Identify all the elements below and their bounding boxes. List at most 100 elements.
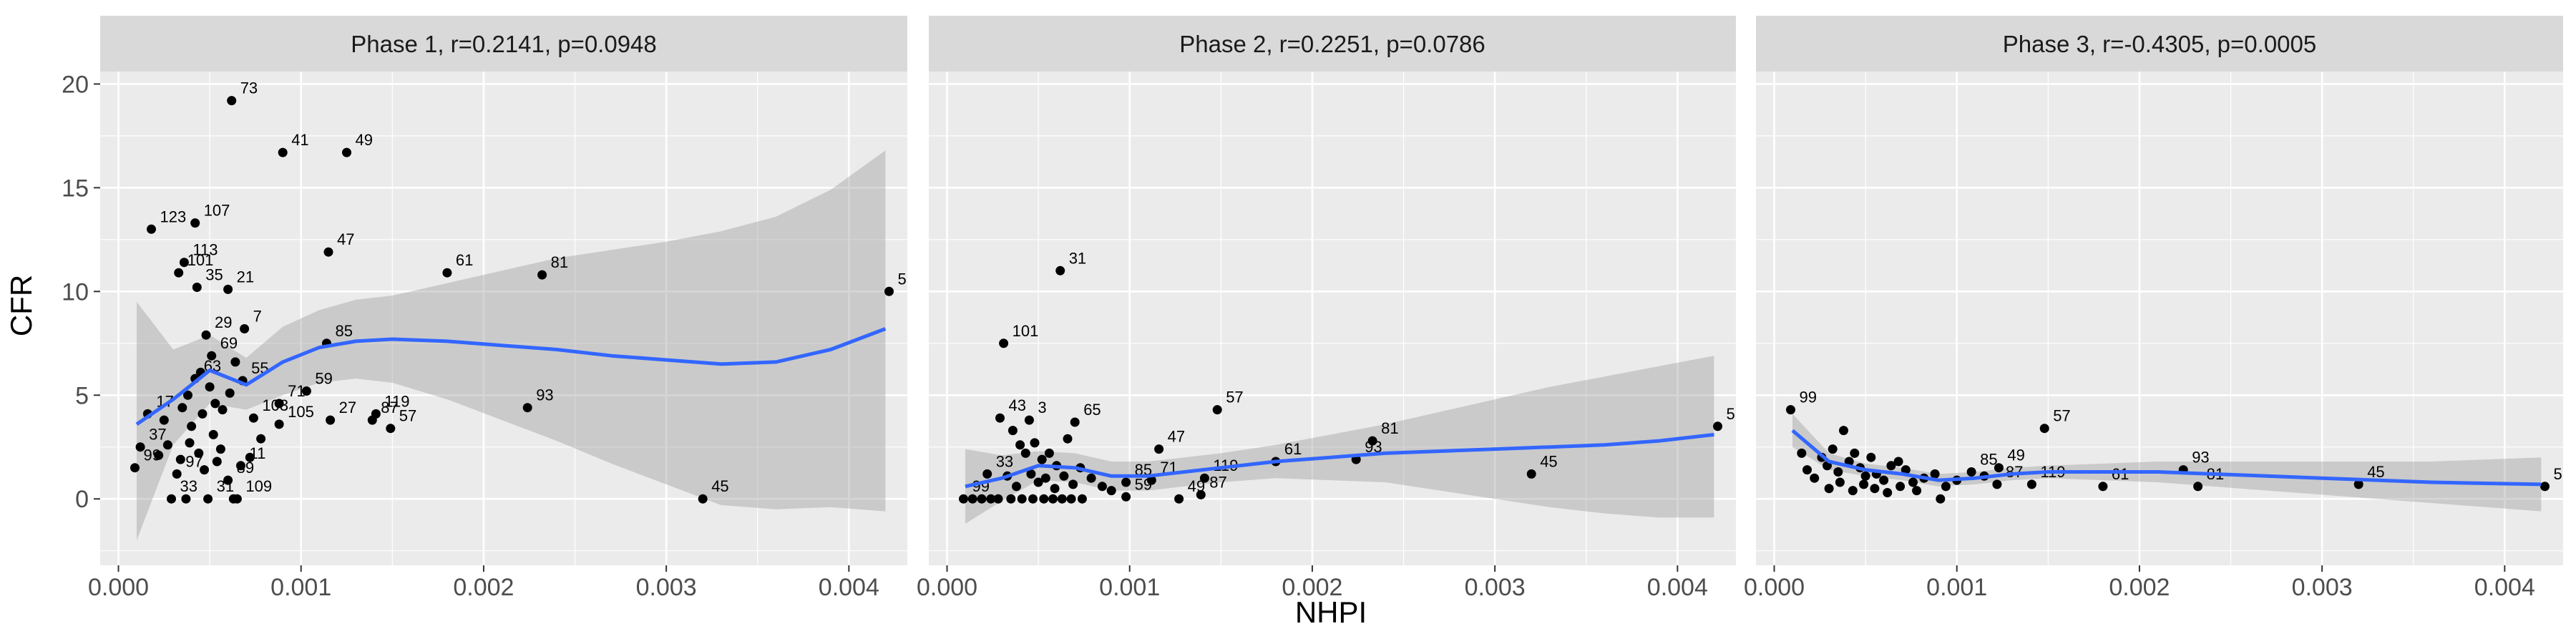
loess-smooth-line xyxy=(135,327,887,426)
data-point xyxy=(1786,405,1795,415)
x-tick-label: 0.003 xyxy=(636,574,697,601)
data-point xyxy=(1146,475,1156,485)
data-point xyxy=(159,415,169,425)
point-label: 37 xyxy=(149,426,166,444)
point-label: 35 xyxy=(205,266,223,284)
data-point xyxy=(1017,494,1027,504)
data-point xyxy=(1901,465,1911,475)
point-label: 21 xyxy=(237,268,254,286)
data-point xyxy=(323,247,333,257)
point-label: 41 xyxy=(291,131,308,149)
data-point xyxy=(190,218,200,228)
data-point xyxy=(301,386,311,396)
data-point xyxy=(1860,471,1870,481)
data-point xyxy=(1039,494,1049,504)
data-point xyxy=(1068,479,1078,489)
data-point xyxy=(1199,473,1209,483)
data-point xyxy=(1883,488,1893,497)
point-label: 31 xyxy=(217,477,234,495)
point-label: 73 xyxy=(240,79,258,97)
point-label: 31 xyxy=(1069,249,1086,267)
data-point xyxy=(1012,482,1021,492)
data-point xyxy=(1028,494,1038,504)
x-tick-label: 0.004 xyxy=(2474,574,2535,601)
data-point xyxy=(977,494,987,504)
point-label: 61 xyxy=(1284,440,1302,458)
data-point xyxy=(1097,482,1107,492)
data-point xyxy=(218,405,228,415)
x-tick-label: 0.001 xyxy=(1099,574,1160,601)
data-point xyxy=(194,448,204,458)
data-point xyxy=(223,475,233,485)
data-point xyxy=(210,399,220,409)
data-point xyxy=(240,324,250,333)
point-label: 33 xyxy=(996,452,1013,470)
data-point xyxy=(993,494,1003,504)
x-tick-label: 0.000 xyxy=(1744,574,1805,601)
data-point xyxy=(1086,473,1096,483)
data-point xyxy=(1063,434,1073,444)
point-label: 49 xyxy=(356,131,373,149)
y-axis-title: CFR xyxy=(4,275,38,336)
data-point xyxy=(130,463,140,473)
data-point xyxy=(1912,486,1922,496)
x-tick-label: 0.002 xyxy=(1282,574,1342,601)
data-point xyxy=(215,444,225,454)
facet-title: Phase 3, r=-0.4305, p=0.0005 xyxy=(2003,31,2317,57)
data-point xyxy=(1059,471,1069,481)
data-point xyxy=(227,96,237,106)
point-label: 49 xyxy=(2007,447,2024,464)
x-tick-label: 0.001 xyxy=(1926,574,1987,601)
confidence-ribbon xyxy=(1792,414,2542,512)
point-label: 59 xyxy=(1135,475,1152,493)
y-tick-label: 15 xyxy=(62,175,89,202)
data-point xyxy=(884,286,894,296)
data-point xyxy=(2098,482,2108,492)
point-label: 99 xyxy=(1800,389,1817,406)
point-label: 57 xyxy=(399,407,416,425)
y-tick-label: 0 xyxy=(75,486,89,513)
data-point xyxy=(1048,494,1058,504)
data-point xyxy=(1070,417,1080,427)
data-point xyxy=(1077,494,1087,504)
x-tick-label: 0.002 xyxy=(2109,574,2170,601)
data-point xyxy=(698,494,708,504)
data-point xyxy=(2039,424,2049,434)
point-label: 119 xyxy=(384,392,409,410)
data-point xyxy=(177,403,187,413)
data-point xyxy=(1886,461,1896,471)
data-point xyxy=(274,399,284,409)
x-axis-title: NHPI xyxy=(1295,595,1367,629)
point-label: 7 xyxy=(253,308,262,326)
point-label: 93 xyxy=(536,386,553,404)
data-point xyxy=(1859,479,1869,489)
data-point xyxy=(1212,405,1222,415)
point-label: 69 xyxy=(220,334,238,352)
data-point xyxy=(1121,477,1131,487)
data-point xyxy=(982,469,992,479)
point-label: 81 xyxy=(1381,419,1398,437)
data-point xyxy=(1797,448,1807,458)
facet-title: Phase 2, r=0.2251, p=0.0786 xyxy=(1179,31,1485,57)
data-point xyxy=(1930,469,1940,479)
point-label: 59 xyxy=(315,370,332,388)
data-point xyxy=(225,388,235,398)
point-label: 109 xyxy=(245,477,272,495)
plot-background xyxy=(929,72,1736,565)
data-point xyxy=(1893,457,1903,467)
data-point xyxy=(999,338,1009,348)
data-point xyxy=(1026,469,1036,479)
data-point xyxy=(1106,486,1116,496)
data-point xyxy=(1713,421,1722,431)
data-point xyxy=(1835,477,1845,487)
y-tick-label: 5 xyxy=(75,382,89,409)
data-point xyxy=(1044,448,1054,458)
data-point xyxy=(1941,482,1951,492)
data-point xyxy=(1057,494,1067,504)
point-label: 123 xyxy=(160,208,187,225)
data-point xyxy=(1966,467,1976,477)
data-point xyxy=(1037,454,1047,464)
data-point xyxy=(205,382,215,392)
